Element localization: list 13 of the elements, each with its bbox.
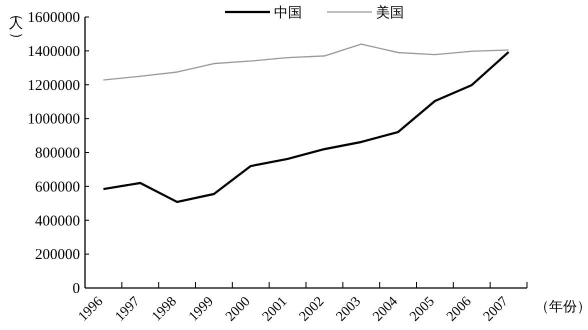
legend-label: 中国 [274, 5, 302, 21]
y-axis-title: （人） [8, 7, 24, 46]
y-tick-label: 800000 [35, 146, 80, 162]
legend-label: 美国 [376, 5, 404, 21]
y-tick-label: 600000 [35, 179, 80, 196]
y-tick-label: 400000 [35, 213, 80, 230]
y-tick-label: 1600000 [28, 10, 80, 26]
y-tick-label: 1000000 [28, 112, 80, 128]
y-tick-label: 1200000 [28, 78, 80, 94]
y-tick-label: 0 [72, 281, 80, 297]
x-axis-title: （年份） [535, 299, 588, 315]
y-tick-label: 200000 [35, 247, 80, 264]
y-tick-label: 1400000 [28, 44, 80, 60]
